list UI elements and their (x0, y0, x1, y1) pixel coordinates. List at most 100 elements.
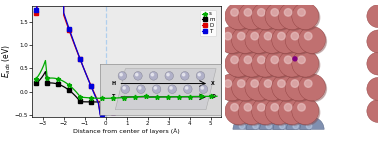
Circle shape (279, 50, 305, 77)
Circle shape (278, 80, 285, 87)
Circle shape (240, 52, 266, 78)
Circle shape (265, 98, 292, 125)
Circle shape (237, 80, 245, 87)
Circle shape (267, 100, 293, 125)
Circle shape (258, 74, 285, 101)
Wedge shape (367, 5, 378, 28)
Circle shape (252, 50, 279, 77)
Circle shape (238, 98, 265, 125)
Circle shape (284, 56, 292, 64)
Circle shape (284, 103, 292, 111)
Circle shape (299, 26, 325, 53)
Circle shape (257, 9, 265, 16)
Circle shape (252, 3, 279, 30)
Circle shape (261, 28, 286, 54)
Wedge shape (287, 117, 311, 129)
Circle shape (292, 50, 319, 77)
Circle shape (304, 32, 312, 40)
Circle shape (227, 5, 253, 30)
Circle shape (274, 28, 300, 54)
Circle shape (240, 5, 266, 30)
Circle shape (284, 9, 292, 16)
Circle shape (294, 5, 320, 30)
Circle shape (299, 74, 325, 101)
Circle shape (265, 3, 292, 30)
Circle shape (247, 76, 273, 102)
Circle shape (285, 26, 312, 53)
Circle shape (225, 98, 252, 125)
Circle shape (274, 76, 300, 102)
Circle shape (278, 32, 285, 40)
Y-axis label: $E_{ads}$ (eV): $E_{ads}$ (eV) (1, 44, 13, 78)
Wedge shape (246, 117, 271, 129)
Circle shape (272, 26, 299, 53)
Circle shape (227, 100, 253, 125)
Wedge shape (367, 30, 378, 53)
Circle shape (280, 123, 285, 129)
Circle shape (287, 28, 313, 54)
Circle shape (231, 103, 238, 111)
Circle shape (257, 103, 265, 111)
Circle shape (264, 32, 272, 40)
Circle shape (234, 76, 259, 102)
X-axis label: Distance from center of layers (Å): Distance from center of layers (Å) (73, 128, 180, 134)
Circle shape (239, 123, 245, 129)
Circle shape (287, 76, 313, 102)
Circle shape (218, 74, 245, 101)
Circle shape (291, 32, 299, 40)
Circle shape (264, 80, 272, 87)
Circle shape (293, 57, 297, 61)
Circle shape (298, 56, 305, 64)
Circle shape (281, 5, 306, 30)
Wedge shape (233, 117, 257, 129)
Circle shape (225, 50, 252, 77)
Circle shape (220, 28, 246, 54)
Circle shape (247, 28, 273, 54)
Circle shape (298, 103, 305, 111)
Circle shape (298, 9, 305, 16)
Circle shape (254, 100, 279, 125)
Circle shape (266, 123, 271, 129)
Circle shape (306, 123, 312, 129)
Wedge shape (367, 52, 378, 75)
Circle shape (253, 123, 258, 129)
Circle shape (251, 80, 259, 87)
Circle shape (245, 26, 272, 53)
Circle shape (292, 98, 319, 125)
Wedge shape (367, 77, 378, 100)
Circle shape (279, 98, 305, 125)
Circle shape (238, 50, 265, 77)
Circle shape (225, 3, 252, 30)
Circle shape (271, 56, 279, 64)
Wedge shape (260, 117, 284, 129)
Circle shape (272, 74, 299, 101)
Wedge shape (273, 117, 297, 129)
Circle shape (251, 32, 259, 40)
Circle shape (238, 3, 265, 30)
Circle shape (220, 76, 246, 102)
Circle shape (301, 28, 327, 54)
Circle shape (232, 74, 259, 101)
Circle shape (227, 52, 253, 78)
Circle shape (244, 103, 252, 111)
Circle shape (285, 74, 312, 101)
Circle shape (301, 76, 327, 102)
Circle shape (232, 26, 259, 53)
Circle shape (267, 5, 293, 30)
Circle shape (245, 74, 272, 101)
Circle shape (234, 28, 259, 54)
Legend: s, m, D, T: s, m, D, T (200, 10, 217, 36)
Circle shape (281, 100, 306, 125)
Circle shape (224, 80, 232, 87)
Circle shape (252, 98, 279, 125)
Circle shape (271, 103, 279, 111)
Circle shape (218, 26, 245, 53)
Circle shape (291, 80, 299, 87)
Circle shape (281, 52, 306, 78)
Circle shape (267, 52, 293, 78)
Wedge shape (367, 100, 378, 123)
Wedge shape (300, 117, 324, 129)
Circle shape (254, 5, 279, 30)
Circle shape (271, 9, 279, 16)
Circle shape (237, 32, 245, 40)
